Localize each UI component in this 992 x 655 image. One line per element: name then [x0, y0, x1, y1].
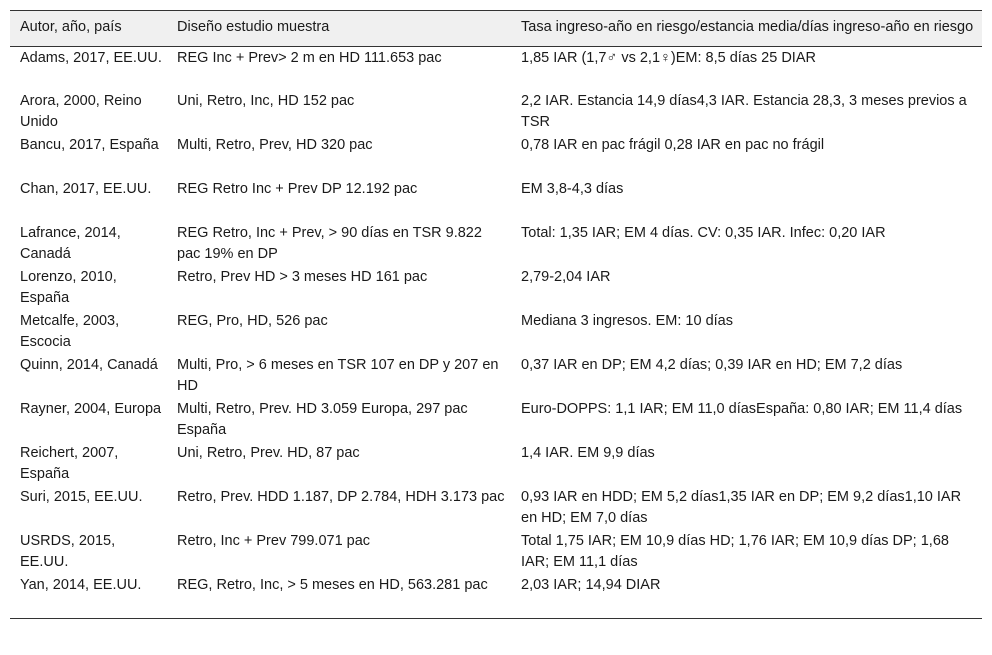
table-row: USRDS, 2015, EE.UU. Retro, Inc + Prev 79… [10, 531, 982, 575]
table-row: Lafrance, 2014, Canadá REG Retro, Inc + … [10, 223, 982, 267]
table-header: Autor, año, país Diseño estudio muestra … [10, 10, 982, 47]
table-row: Quinn, 2014, Canadá Multi, Pro, > 6 mese… [10, 355, 982, 399]
cell-rate: 1,85 IAR (1,7♂ vs 2,1♀)EM: 8,5 días 25 D… [521, 50, 816, 66]
cell-author: Metcalfe, 2003, Escocia [20, 312, 120, 350]
cell-design: Multi, Pro, > 6 meses en TSR 107 en DP y… [177, 356, 499, 394]
cell-author: Quinn, 2014, Canadá [20, 356, 158, 373]
cell-author: Reichert, 2007, España [20, 444, 119, 482]
cell-design: Retro, Prev HD > 3 meses HD 161 pac [177, 268, 428, 285]
table-row: Arora, 2000, Reino Unido Uni, Retro, Inc… [10, 91, 982, 135]
studies-table: Autor, año, país Diseño estudio muestra … [10, 10, 982, 619]
cell-author: Lafrance, 2014, Canadá [20, 224, 121, 262]
table-row: Adams, 2017, EE.UU. REG Inc + Prev> 2 m … [10, 47, 982, 91]
table-row: Metcalfe, 2003, Escocia REG, Pro, HD, 52… [10, 311, 982, 355]
table-row: Bancu, 2017, España Multi, Retro, Prev, … [10, 135, 982, 179]
cell-design: Multi, Retro, Prev. HD 3.059 Europa, 297… [177, 400, 468, 438]
cell-rate: Euro-DOPPS: 1,1 IAR; EM 11,0 díasEspaña:… [521, 400, 963, 417]
header-author: Autor, año, país [10, 10, 167, 47]
table-body: Adams, 2017, EE.UU. REG Inc + Prev> 2 m … [10, 47, 982, 619]
cell-author: Yan, 2014, EE.UU. [10, 574, 167, 619]
cell-rate: 0,78 IAR en pac frágil 0,28 IAR en pac n… [521, 136, 825, 153]
cell-rate: 2,79-2,04 IAR [521, 268, 611, 285]
cell-rate: Mediana 3 ingresos. EM: 10 días [521, 312, 733, 329]
cell-rate: 2,03 IAR; 14,94 DIAR [511, 574, 982, 619]
cell-author: Rayner, 2004, Europa [20, 400, 162, 417]
cell-rate: 0,93 IAR en HDD; EM 5,2 días1,35 IAR en … [521, 488, 962, 526]
cell-design: Multi, Retro, Prev, HD 320 pac [177, 136, 373, 153]
table-row: Yan, 2014, EE.UU. REG, Retro, Inc, > 5 m… [10, 574, 982, 619]
cell-design: Uni, Retro, Inc, HD 152 pac [177, 92, 355, 109]
cell-rate: Total 1,75 IAR; EM 10,9 días HD; 1,76 IA… [521, 532, 949, 570]
table-row: Suri, 2015, EE.UU. Retro, Prev. HDD 1.18… [10, 487, 982, 531]
cell-design: REG, Pro, HD, 526 pac [177, 312, 328, 329]
cell-author: Chan, 2017, EE.UU. [20, 180, 152, 197]
cell-author: Arora, 2000, Reino Unido [20, 92, 142, 130]
cell-author: Suri, 2015, EE.UU. [20, 488, 143, 505]
cell-design: REG, Retro, Inc, > 5 meses en HD, 563.28… [167, 574, 511, 619]
studies-table-container: Autor, año, país Diseño estudio muestra … [10, 10, 982, 619]
cell-rate: Total: 1,35 IAR; EM 4 días. CV: 0,35 IAR… [521, 224, 886, 241]
cell-design: REG Inc + Prev> 2 m en HD 111.653 pac [177, 50, 442, 66]
cell-author: USRDS, 2015, EE.UU. [20, 532, 116, 570]
cell-rate: 2,2 IAR. Estancia 14,9 días4,3 IAR. Esta… [521, 92, 967, 130]
header-rate: Tasa ingreso-año en riesgo/estancia medi… [511, 10, 982, 47]
table-row: Rayner, 2004, Europa Multi, Retro, Prev.… [10, 399, 982, 443]
table-row: Chan, 2017, EE.UU. REG Retro Inc + Prev … [10, 179, 982, 223]
table-row: Lorenzo, 2010, España Retro, Prev HD > 3… [10, 267, 982, 311]
cell-rate: 0,37 IAR en DP; EM 4,2 días; 0,39 IAR en… [521, 356, 903, 373]
cell-rate: EM 3,8-4,3 días [521, 180, 624, 197]
cell-author: Bancu, 2017, España [20, 136, 159, 153]
table-row: Reichert, 2007, España Uni, Retro, Prev.… [10, 443, 982, 487]
cell-design: REG Retro Inc + Prev DP 12.192 pac [177, 180, 418, 197]
header-design: Diseño estudio muestra [167, 10, 511, 47]
cell-design: Retro, Inc + Prev 799.071 pac [177, 532, 371, 549]
cell-rate: 1,4 IAR. EM 9,9 días [521, 444, 655, 461]
cell-design: Uni, Retro, Prev. HD, 87 pac [177, 444, 360, 461]
cell-author: Adams, 2017, EE.UU. [20, 50, 162, 66]
cell-author: Lorenzo, 2010, España [20, 268, 117, 306]
cell-design: REG Retro, Inc + Prev, > 90 días en TSR … [177, 224, 482, 262]
cell-design: Retro, Prev. HDD 1.187, DP 2.784, HDH 3.… [177, 488, 505, 505]
header-row: Autor, año, país Diseño estudio muestra … [10, 10, 982, 47]
